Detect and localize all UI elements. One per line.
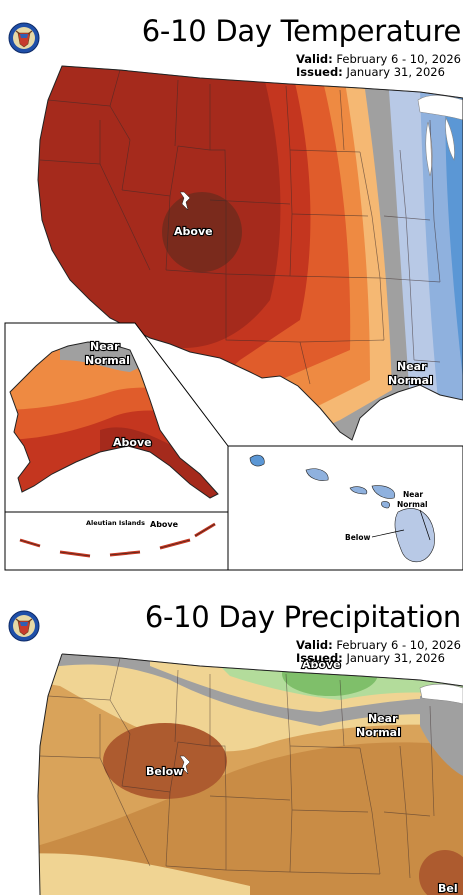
alaska-outline	[9, 341, 219, 499]
conus-outline	[61, 653, 463, 687]
conus-outline	[37, 65, 463, 441]
conus-above-label: Above	[174, 225, 213, 238]
alaska-near-normal-label-line2: Normal	[85, 354, 130, 367]
great-lakes	[417, 95, 463, 177]
precipitation-map: Above Near Normal Below Bel	[37, 653, 463, 895]
alaska-near-normal-label-line1: Near	[90, 340, 120, 353]
issued-value: January 31, 2026	[346, 65, 445, 79]
issued-label: Issued:	[295, 651, 343, 665]
conus-west-coast	[37, 653, 63, 895]
precipitation-outlook-panel: Above Near Normal Below Bel 6-10 Day Pre…	[0, 596, 463, 895]
alaska-inset: Near Normal Above Aleutian Islands Above	[4, 322, 229, 571]
hawaii-below-label: Below	[345, 533, 371, 542]
precip-above-label: Above	[302, 658, 341, 671]
precip-near-label-line2: Normal	[356, 726, 401, 739]
temperature-map: Above Near Normal Near Normal Above Aleu…	[4, 65, 463, 571]
conus-near-normal-label-line1: Near	[397, 360, 427, 373]
aleutian-above-label: Above	[150, 520, 179, 529]
valid-value: February 6 - 10, 2026	[336, 52, 461, 66]
commerce-seal-icon	[8, 610, 40, 642]
aleutian-islands-label: Aleutian Islands	[86, 519, 145, 527]
precipitation-dates: Valid: February 6 - 10, 2026 Issued: Jan…	[296, 639, 461, 665]
temperature-dates: Valid: February 6 - 10, 2026 Issued: Jan…	[296, 53, 461, 79]
hawaii-near-label: Near	[403, 490, 423, 499]
aleutian-inset	[4, 511, 229, 571]
precip-below-label: Below	[146, 765, 183, 778]
conus-near-normal-label-line2: Normal	[388, 374, 433, 387]
great-lakes	[419, 683, 463, 705]
alaska-above-label: Above	[113, 436, 152, 449]
temperature-title: 6-10 Day Temperature	[141, 14, 462, 48]
valid-label: Valid:	[295, 52, 333, 66]
commerce-seal-icon	[8, 22, 40, 54]
hawaii-normal-label: Normal	[397, 500, 428, 509]
precip-below-partial-label: Bel	[438, 882, 458, 895]
band-below-strong	[103, 723, 227, 799]
issued-label: Issued:	[295, 65, 343, 79]
precip-near-label-line1: Near	[368, 712, 398, 725]
band-below-pale-south	[38, 853, 250, 895]
precipitation-title: 6-10 Day Precipitation	[144, 600, 461, 634]
issued-value: January 31, 2026	[346, 651, 445, 665]
valid-label: Valid:	[295, 638, 333, 652]
temperature-outlook-panel: Above Near Normal Near Normal Above Aleu…	[4, 14, 463, 571]
band-above-strong	[162, 192, 242, 272]
great-salt-lake-icon	[179, 191, 191, 211]
band-near-normal-east	[420, 692, 463, 776]
valid-value: February 6 - 10, 2026	[336, 638, 461, 652]
great-salt-lake-icon	[179, 755, 191, 775]
band-below-strong-se	[419, 850, 463, 895]
hawaii-inset: Near Normal Below	[227, 445, 463, 571]
